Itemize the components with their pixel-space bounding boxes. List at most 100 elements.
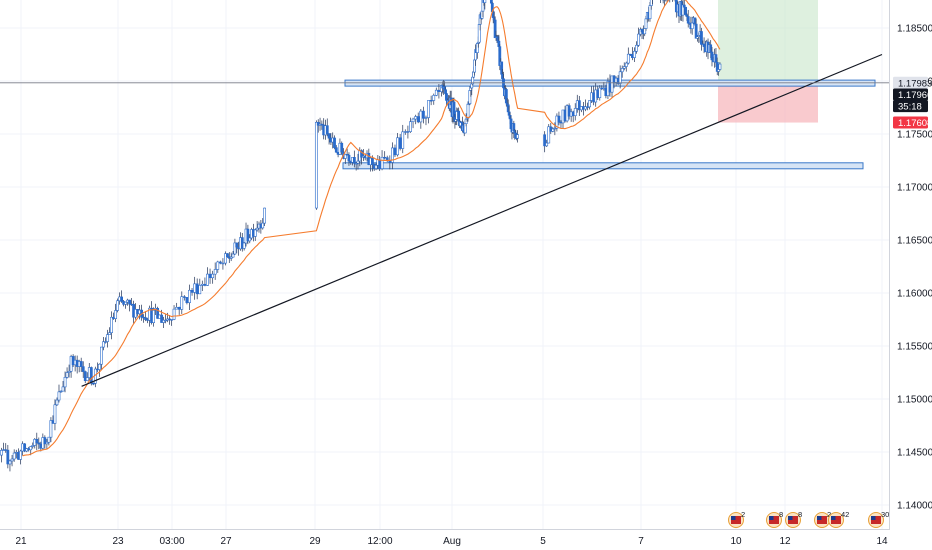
y-tick-label: 1.14000 xyxy=(897,501,932,512)
candle-body xyxy=(360,150,363,158)
candle-194 xyxy=(434,87,438,97)
candle-body xyxy=(61,386,65,392)
candle-body xyxy=(23,443,27,452)
candle-body xyxy=(380,156,384,170)
candle-193 xyxy=(432,93,436,105)
candle-body xyxy=(396,137,399,156)
candle-154 xyxy=(345,148,349,156)
y-tick-label: 1.16500 xyxy=(897,236,932,247)
candle-138 xyxy=(316,119,320,133)
candle-192 xyxy=(429,95,433,106)
candle-body xyxy=(55,399,59,406)
event-icon-5[interactable]: 30 xyxy=(868,510,890,528)
candle-body xyxy=(403,131,407,133)
candle-body xyxy=(85,377,89,381)
candle-body xyxy=(334,147,338,153)
candle-66 xyxy=(114,303,117,323)
candle-36 xyxy=(53,399,57,431)
y-tick-label: 1.15500 xyxy=(897,342,932,353)
candle-body xyxy=(177,306,181,310)
price-tag-entry: 1.17983 xyxy=(893,76,932,89)
event-icon-0[interactable]: 2 xyxy=(728,510,746,528)
candle-27 xyxy=(35,432,39,451)
candle-body xyxy=(577,100,581,111)
candle-318 xyxy=(624,61,628,72)
candle-body xyxy=(206,273,209,286)
candle-79 xyxy=(140,304,144,321)
flag-canton-icon xyxy=(769,516,774,520)
candle-34 xyxy=(49,417,53,443)
candle-body xyxy=(98,363,101,370)
candle-14 xyxy=(8,459,12,472)
candle-158 xyxy=(352,150,356,168)
candle-328 xyxy=(643,28,647,37)
event-count-label: 8 xyxy=(798,510,802,519)
candle-body xyxy=(185,297,189,303)
candle-155 xyxy=(347,152,351,166)
candle-body xyxy=(644,18,648,29)
candle-278 xyxy=(543,131,547,153)
event-icon-3[interactable]: 2 xyxy=(814,510,832,528)
candle-body xyxy=(682,4,686,8)
candle-body xyxy=(584,106,587,110)
candle-body xyxy=(374,164,378,169)
candle-body xyxy=(224,253,227,264)
flag-stripes-icon xyxy=(731,516,741,524)
candle-body xyxy=(547,126,551,144)
candle-116 xyxy=(226,253,229,258)
candle-body xyxy=(180,296,184,310)
candle-37 xyxy=(55,397,59,406)
candle-body xyxy=(198,285,202,295)
candle-87 xyxy=(156,306,160,319)
candle-62 xyxy=(106,329,109,348)
candle-body xyxy=(545,142,549,147)
event-icon-4[interactable]: 42 xyxy=(828,510,850,528)
candle-body xyxy=(6,449,10,465)
candle-body xyxy=(416,116,420,123)
candle-290 xyxy=(567,103,571,120)
position-zones xyxy=(718,0,818,123)
candle-349 xyxy=(672,0,673,2)
candle-305 xyxy=(598,85,602,101)
candle-188 xyxy=(419,108,423,129)
candle-58 xyxy=(98,363,101,377)
candle-body xyxy=(35,439,39,444)
candle-body xyxy=(31,445,35,447)
candle-19 xyxy=(19,449,22,465)
candle-137 xyxy=(315,120,318,210)
candle-51 xyxy=(83,370,87,384)
candle-277 xyxy=(516,130,519,143)
candle-body xyxy=(144,317,148,320)
candle-body xyxy=(640,29,644,33)
candle-136 xyxy=(263,207,266,227)
candle-body xyxy=(390,147,394,163)
candle-95 xyxy=(172,305,176,321)
event-icon-1[interactable]: 8 xyxy=(766,510,784,528)
candle-body xyxy=(229,256,233,259)
candle-body xyxy=(190,289,194,293)
candle-body xyxy=(263,207,266,224)
candle-body xyxy=(649,0,653,6)
x-tick-label: 12:00 xyxy=(367,536,392,547)
candle-body xyxy=(700,31,703,45)
price-tag-bg xyxy=(893,116,928,129)
price-tag-label: 1.17608 xyxy=(898,118,932,129)
candle-180 xyxy=(398,134,402,151)
candle-361 xyxy=(686,9,690,28)
candle-body xyxy=(57,391,61,401)
candle-13 xyxy=(6,444,10,469)
candle-body xyxy=(49,420,53,438)
candle-body xyxy=(43,437,47,445)
candle-body xyxy=(626,53,630,64)
candle-59 xyxy=(100,346,103,370)
candle-101 xyxy=(188,284,191,310)
candle-311 xyxy=(610,75,614,98)
candle-96 xyxy=(175,302,179,310)
event-icon-2[interactable]: 8 xyxy=(785,510,803,528)
candle-body xyxy=(414,116,418,120)
candle-body xyxy=(409,121,412,132)
flag-canton-icon xyxy=(817,516,822,520)
flag-canton-icon xyxy=(788,516,793,520)
price-tag-label: 1.17983 xyxy=(898,78,932,89)
